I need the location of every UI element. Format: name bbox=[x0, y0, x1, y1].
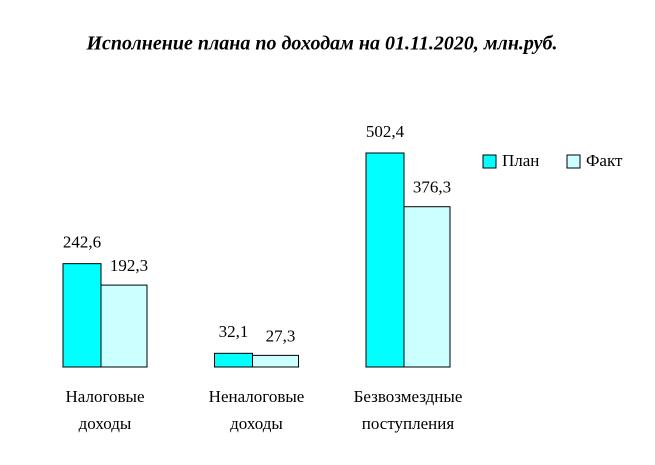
value-label: 242,6 bbox=[63, 233, 101, 252]
bar bbox=[214, 352, 253, 368]
bar bbox=[403, 206, 451, 368]
value-label: 32,1 bbox=[219, 322, 249, 341]
bar bbox=[100, 284, 148, 368]
value-label: 376,3 bbox=[413, 178, 451, 197]
legend-swatch bbox=[566, 154, 581, 169]
chart-title: Исполнение плана по доходам на 01.11.202… bbox=[85, 33, 557, 55]
bar bbox=[62, 263, 102, 368]
legend-label: Факт bbox=[586, 151, 623, 170]
value-label: 192,3 bbox=[110, 256, 148, 275]
value-label: 502,4 bbox=[366, 122, 405, 141]
x-tick-label: Налоговые доходы bbox=[66, 387, 145, 433]
x-tick-label: Неналоговые доходы bbox=[209, 387, 305, 433]
bar bbox=[252, 354, 299, 368]
bar bbox=[365, 152, 405, 368]
value-label: 27,3 bbox=[266, 326, 296, 345]
legend-label: План bbox=[502, 151, 539, 170]
legend-swatch bbox=[482, 154, 497, 169]
x-tick-label: Безвозмездные поступления bbox=[354, 387, 463, 433]
